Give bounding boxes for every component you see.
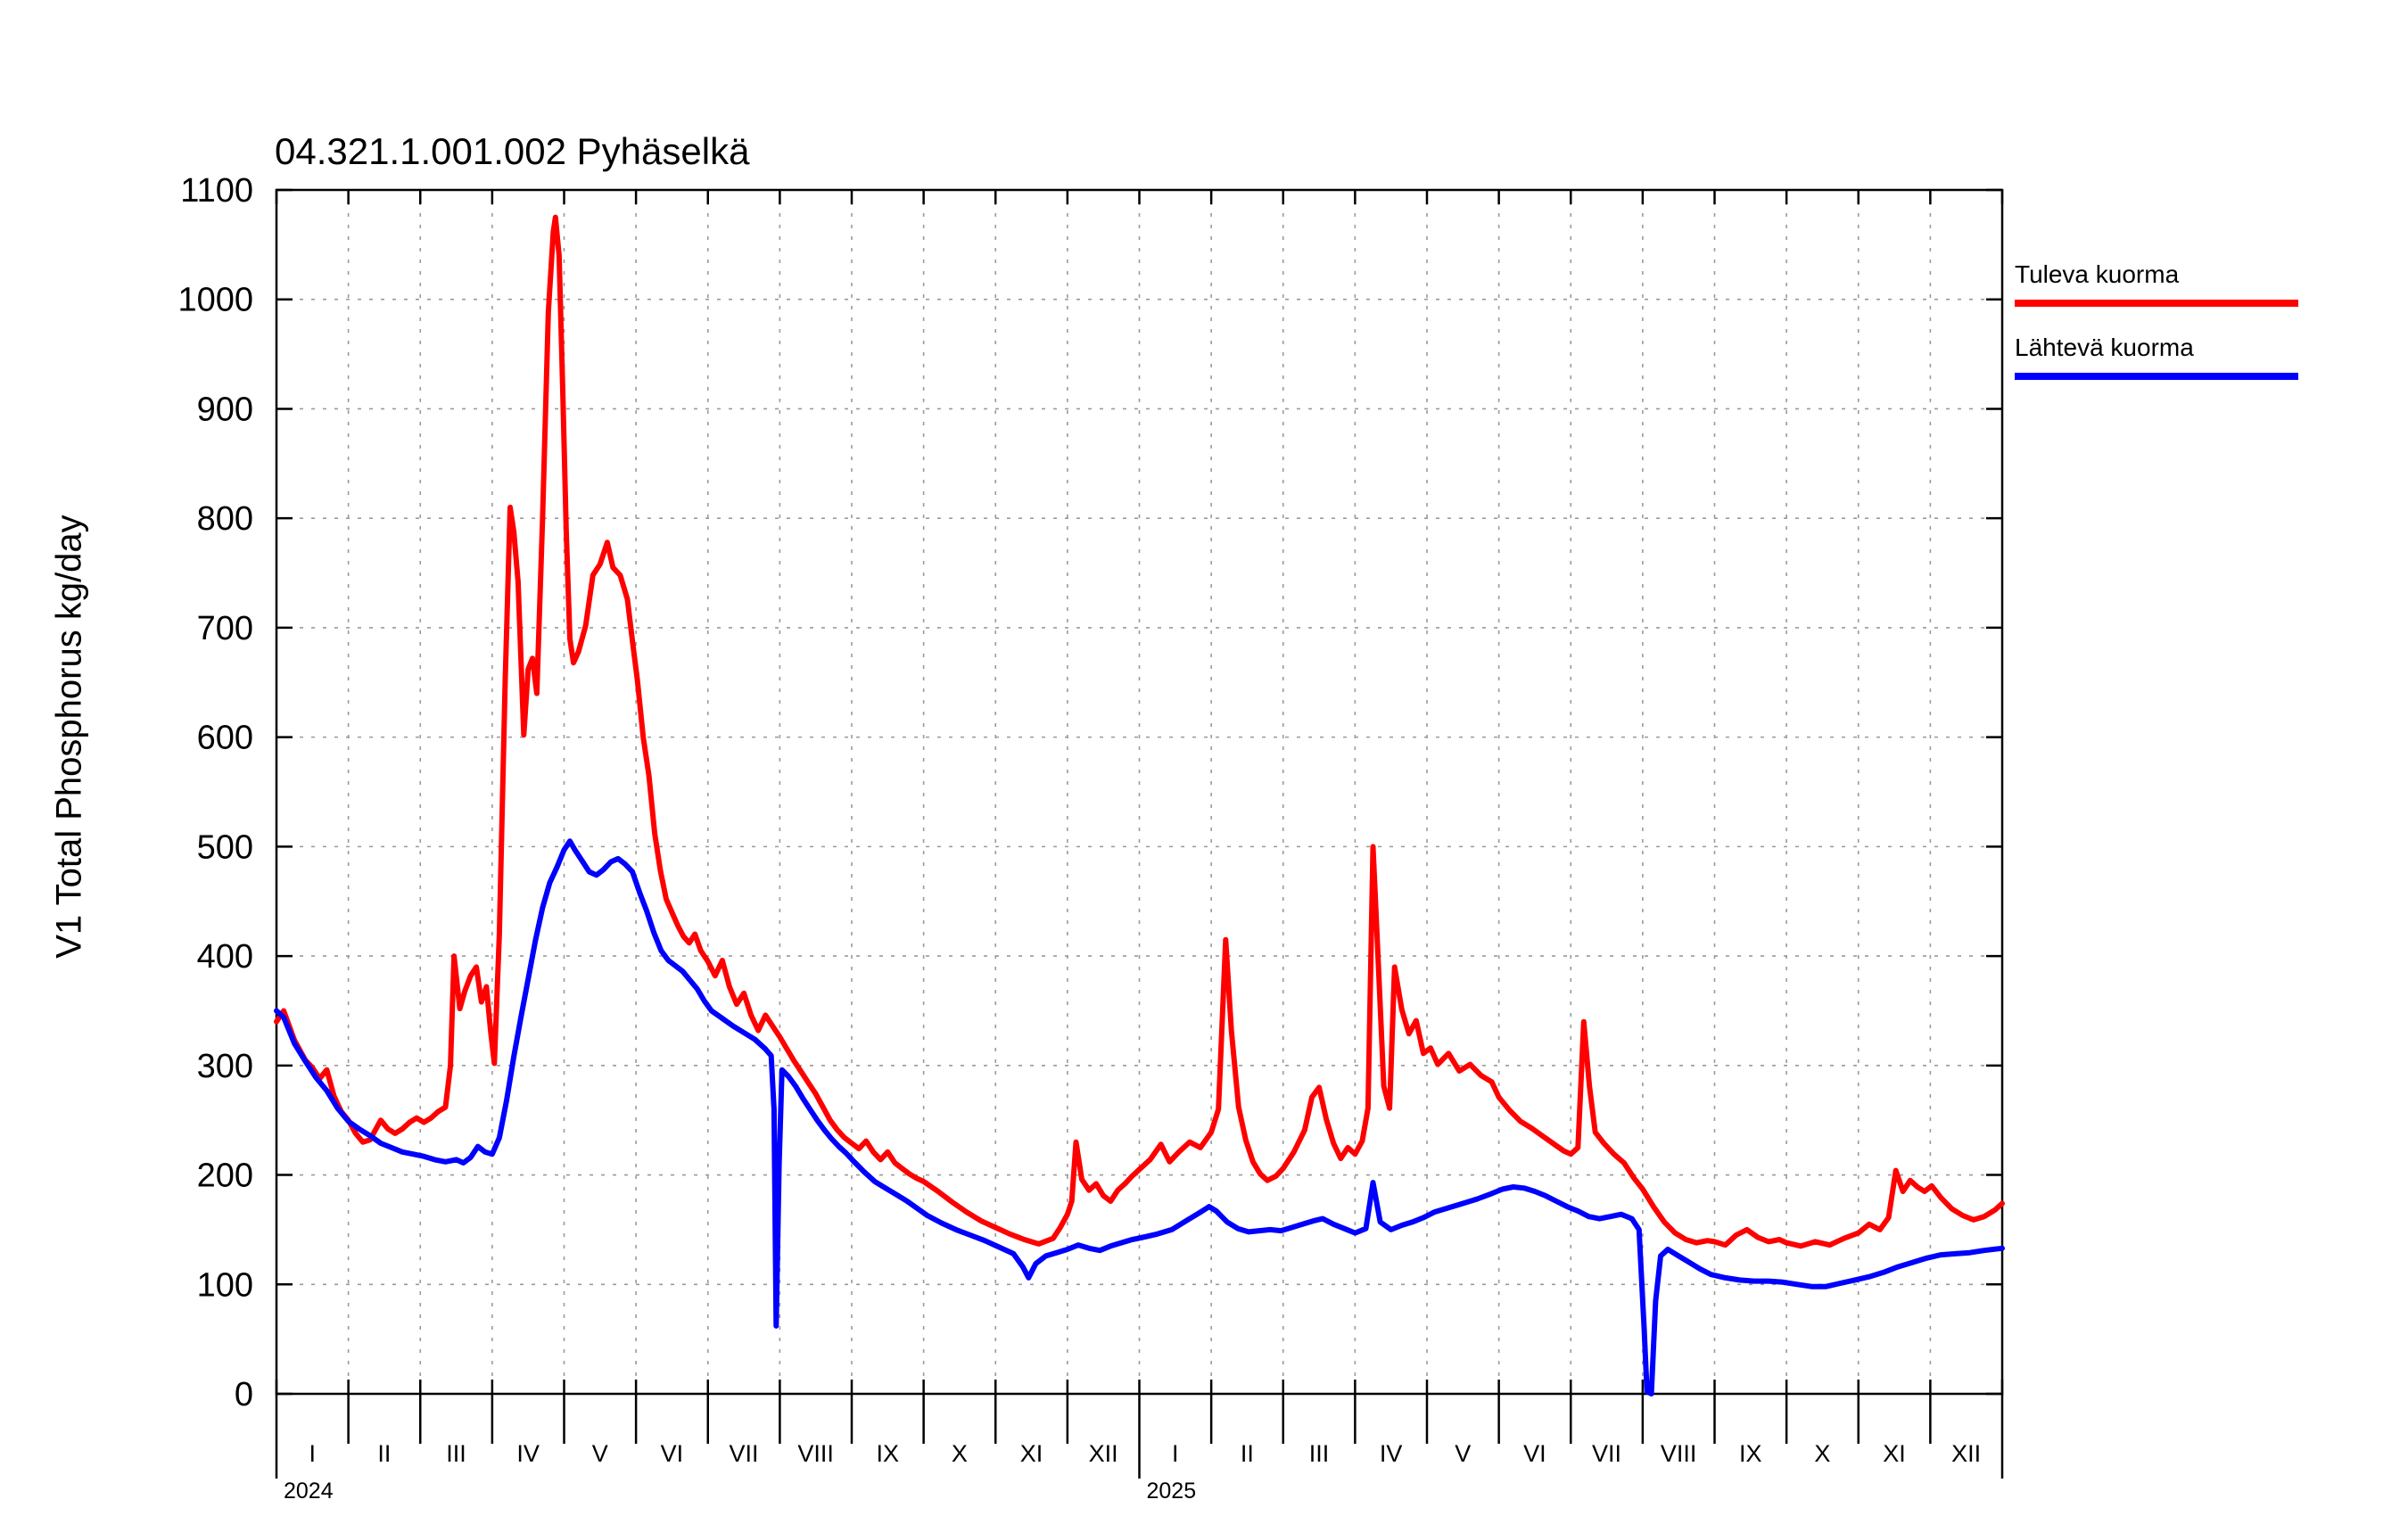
- y-tick-label: 1100: [180, 172, 253, 210]
- x-month-label: XII: [1951, 1440, 1981, 1467]
- x-month-label: X: [952, 1440, 968, 1467]
- x-month-label: III: [1309, 1440, 1330, 1467]
- x-month-label: V: [1455, 1440, 1471, 1467]
- x-month-label: X: [1814, 1440, 1830, 1467]
- series-line-0: [274, 214, 2005, 1249]
- x-month-label: V: [592, 1440, 608, 1467]
- x-month-label: XI: [1020, 1440, 1043, 1467]
- chart-title: 04.321.1.001.002 Pyhäselkä: [275, 130, 750, 172]
- x-month-label: I: [1172, 1440, 1179, 1467]
- y-tick-label: 700: [197, 610, 253, 647]
- series-line-1: [274, 838, 2005, 1397]
- x-month-label: IX: [877, 1440, 900, 1467]
- x-month-label: XI: [1883, 1440, 1906, 1467]
- x-year-label: 2024: [284, 1479, 334, 1504]
- legend-label: Lähtevä kuorma: [2015, 334, 2194, 361]
- x-month-label: VIII: [797, 1440, 834, 1467]
- legend-line-swatch: [2015, 373, 2298, 380]
- x-year-label: 2025: [1147, 1479, 1197, 1504]
- plot-border: [275, 188, 2004, 1396]
- x-month-label: VII: [730, 1440, 759, 1467]
- x-month-label: IV: [516, 1440, 540, 1467]
- y-tick-label: 400: [197, 938, 253, 976]
- y-tick-label: 500: [197, 828, 253, 866]
- legend-item: Tuleva kuorma: [2015, 260, 2309, 307]
- x-month-label: VI: [661, 1440, 684, 1467]
- x-month-label: XII: [1089, 1440, 1118, 1467]
- y-tick-label: 300: [197, 1048, 253, 1085]
- y-tick-label: 900: [197, 391, 253, 428]
- y-tick-label: 200: [197, 1158, 253, 1195]
- x-month-label: III: [446, 1440, 466, 1467]
- y-tick-label: 600: [197, 720, 253, 757]
- x-month-label: VII: [1592, 1440, 1621, 1467]
- x-month-label: IV: [1380, 1440, 1403, 1467]
- legend-line-swatch: [2015, 300, 2298, 307]
- x-month-label: I: [309, 1440, 317, 1467]
- x-month-label: II: [1241, 1440, 1254, 1467]
- y-tick-label: 1000: [177, 282, 253, 319]
- y-tick-label: 800: [197, 500, 253, 538]
- legend-item: Lähtevä kuorma: [2015, 334, 2309, 380]
- legend-label: Tuleva kuorma: [2015, 260, 2180, 288]
- y-tick-label: 100: [197, 1266, 253, 1304]
- x-month-label: IX: [1739, 1440, 1762, 1467]
- x-month-label: VI: [1523, 1440, 1546, 1467]
- y-tick-label: 0: [235, 1376, 253, 1413]
- x-month-label: VIII: [1661, 1440, 1697, 1467]
- x-month-label: II: [377, 1440, 391, 1467]
- legend: Tuleva kuorma Lähtevä kuorma: [2015, 260, 2309, 407]
